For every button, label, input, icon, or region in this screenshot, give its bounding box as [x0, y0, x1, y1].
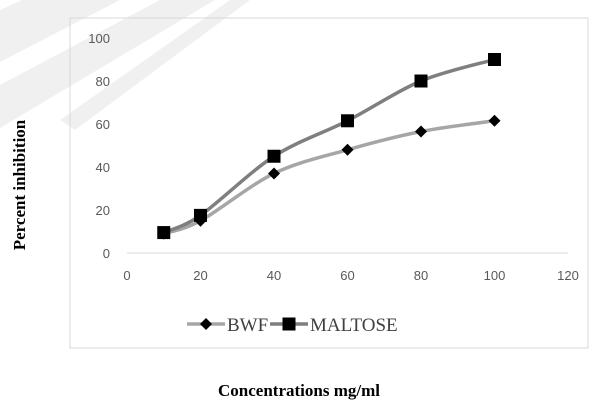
legend-label: MALTOSE	[310, 315, 398, 336]
data-point-bwf	[341, 143, 354, 156]
x-tick-label: 60	[340, 268, 354, 283]
legend: BWF MALTOSE	[187, 315, 398, 336]
legend-marker	[282, 317, 296, 331]
x-tick-label: 80	[414, 268, 428, 283]
y-axis-label: Percent inhibition	[10, 119, 29, 250]
series-layer	[157, 53, 501, 240]
legend-marker	[200, 318, 212, 330]
data-point-maltose	[414, 74, 428, 88]
x-tick-label: 40	[267, 268, 281, 283]
data-point-maltose	[157, 226, 171, 240]
series-line-bwf	[162, 119, 497, 236]
data-point-bwf	[268, 167, 280, 180]
x-tick-label: 20	[193, 268, 207, 283]
series-line-maltose	[162, 57, 497, 235]
legend-item-maltose: MALTOSE	[270, 315, 398, 336]
x-tick-label: 100	[484, 268, 506, 283]
y-tick-label: 60	[96, 117, 110, 132]
y-tick-label: 0	[103, 246, 110, 261]
x-tick-label: 120	[557, 268, 579, 283]
x-axis-ticks: 0 20 40 60 80 100 120	[123, 268, 578, 283]
chart-frame	[69, 17, 589, 349]
watermark-stripes	[0, 0, 250, 130]
y-tick-label: 20	[96, 203, 110, 218]
data-point-maltose	[488, 53, 501, 66]
legend-item-bwf: BWF	[187, 315, 268, 336]
series-maltose	[157, 53, 501, 240]
data-point-maltose	[341, 114, 354, 128]
legend-label: BWF	[227, 315, 268, 336]
data-point-maltose	[267, 149, 281, 163]
y-tick-label: 100	[88, 31, 110, 46]
data-point-bwf	[488, 114, 501, 127]
x-axis-label: Concentrations mg/ml	[218, 381, 380, 400]
series-bwf	[157, 114, 501, 240]
y-tick-label: 40	[96, 160, 110, 175]
y-tick-label: 80	[96, 74, 110, 89]
x-tick-label: 0	[123, 268, 130, 283]
data-point-bwf	[415, 125, 427, 138]
y-axis-ticks: 0 20 40 60 80 100	[88, 31, 110, 261]
data-point-maltose	[194, 208, 207, 222]
